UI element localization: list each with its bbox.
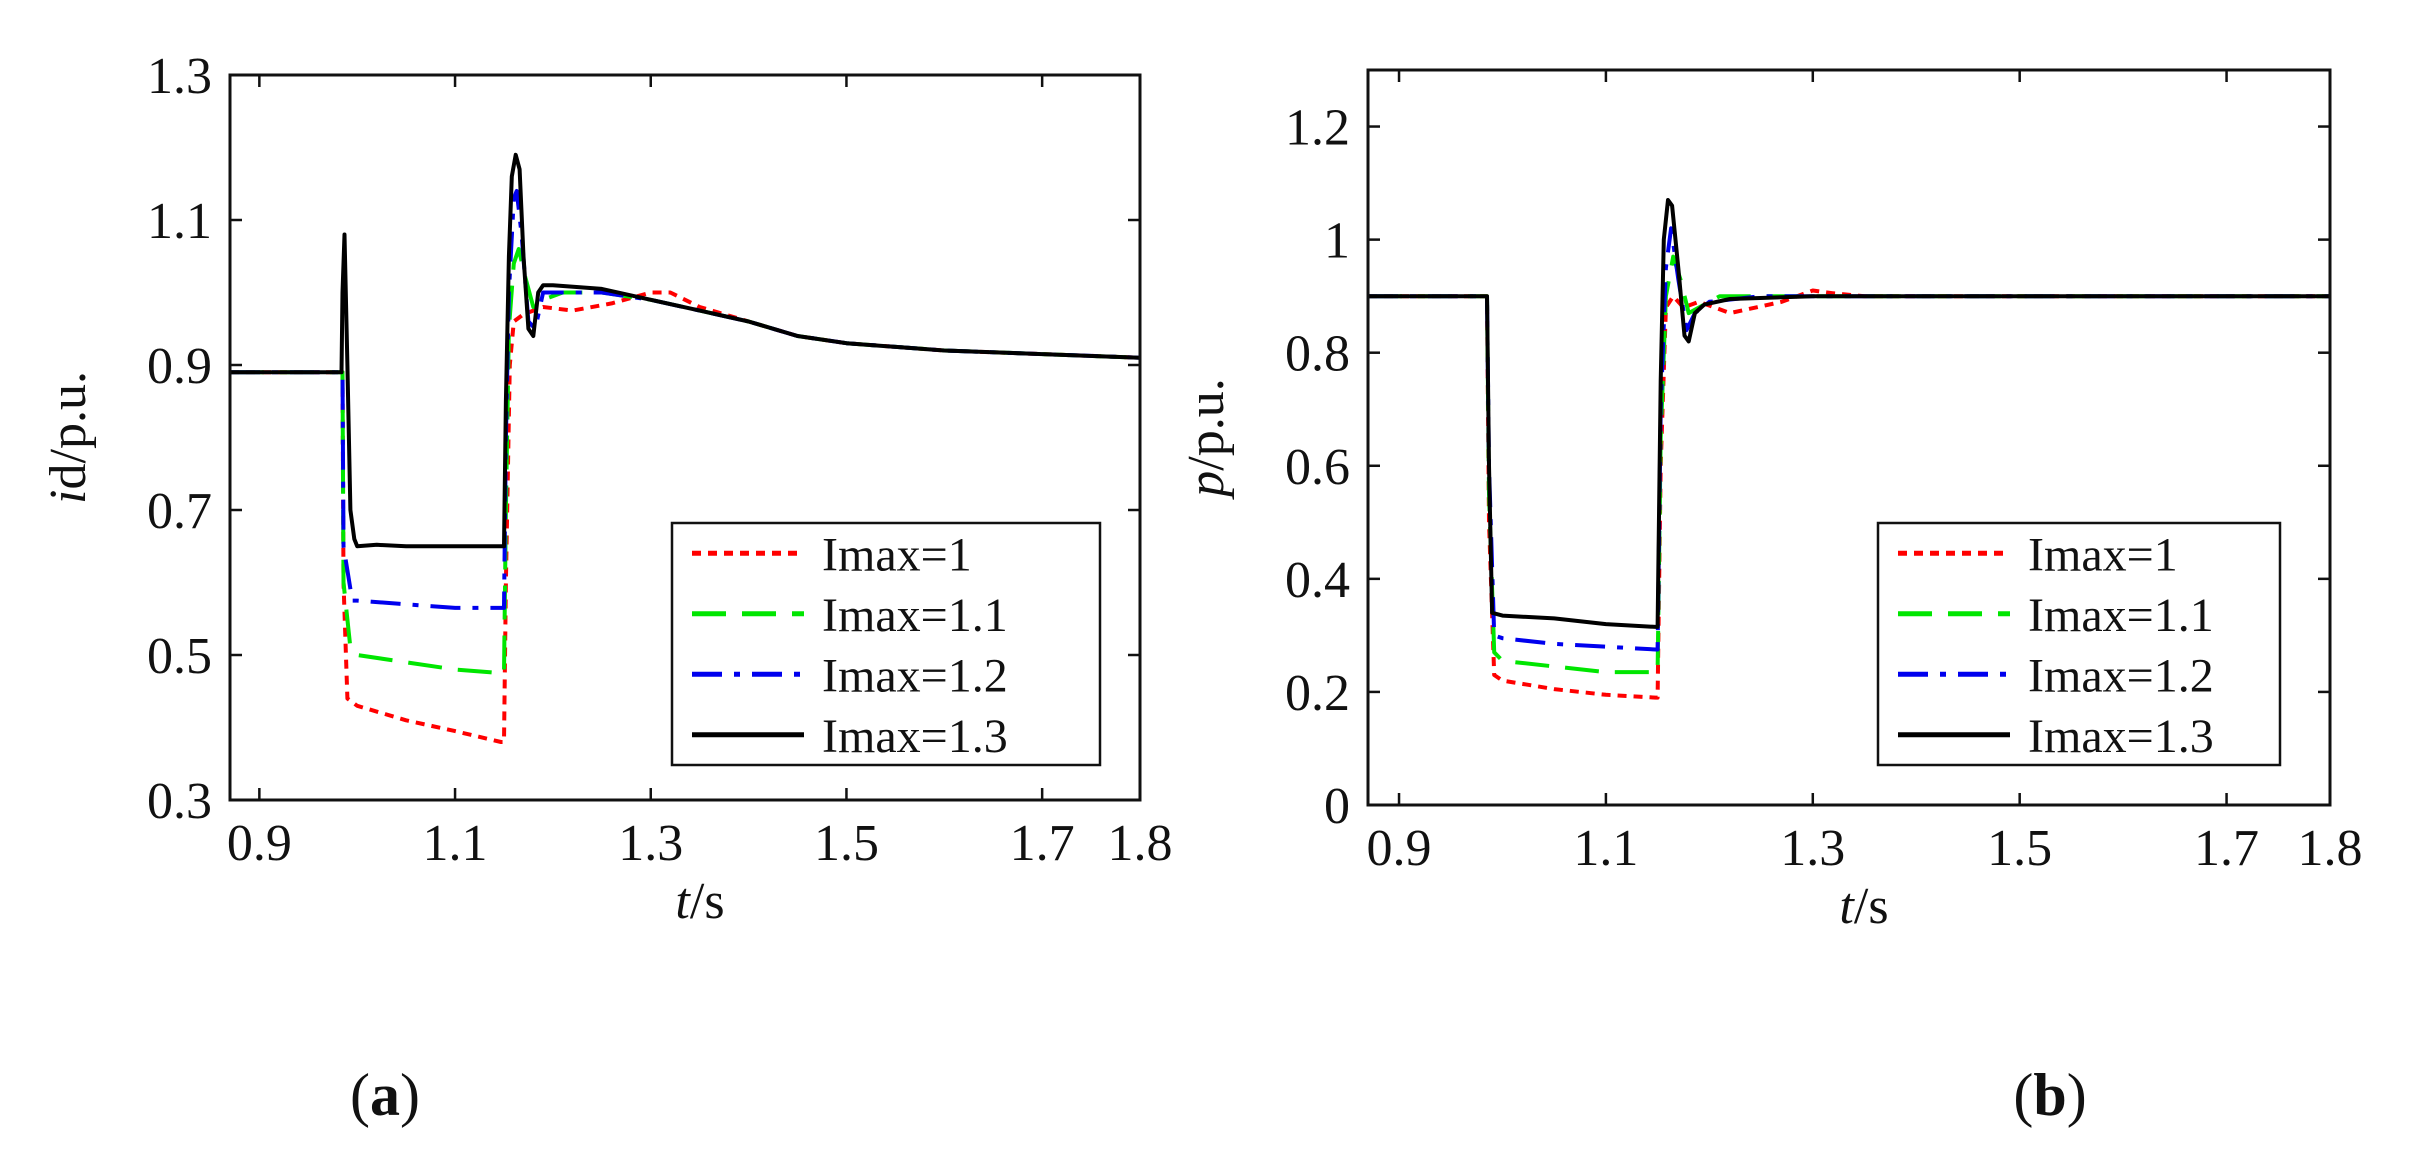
legend-label: Imax=1.2 [822, 649, 1008, 702]
y-axis-label-unit: /p.u. [1178, 378, 1235, 470]
panel-letter: b [2033, 1062, 2066, 1128]
x-axis-label: t/s [675, 873, 724, 930]
legend-label: Imax=1.2 [2028, 649, 2214, 702]
x-tick-label: 1.1 [423, 815, 488, 872]
series-line-4 [230, 152, 1140, 549]
y-tick-label: 1.2 [1285, 100, 1350, 157]
x-axis-label: t/s [1839, 878, 1888, 935]
y-axis-label-unit: /p.u. [40, 371, 97, 463]
x-axis-label-unit: /s [690, 873, 725, 930]
x-tick-label: 1.5 [814, 815, 879, 872]
series-line-1 [1368, 288, 2330, 700]
x-tick-label: 1.1 [1573, 820, 1638, 877]
y-axis-label-subscript: d [40, 464, 97, 490]
legend-label: Imax=1 [822, 528, 972, 581]
legend-label: Imax=1.1 [822, 589, 1008, 642]
legend: Imax=1 Imax=1.1 Imax=1.2 Imax=1.3 [670, 521, 1102, 767]
panel-label: (a) [350, 1062, 420, 1128]
y-tick-label: 0.7 [147, 483, 212, 540]
panel-letter: a [370, 1062, 400, 1128]
legend-label: Imax=1.1 [2028, 589, 2214, 642]
legend-label: Imax=1.3 [822, 710, 1008, 763]
legend: Imax=1 Imax=1.1 Imax=1.2 Imax=1.3 [1876, 521, 2282, 767]
legend-label: Imax=1 [2028, 528, 2178, 581]
x-tick-label: 1.3 [1780, 820, 1845, 877]
x-axis-label-unit: /s [1854, 878, 1889, 935]
x-tick-label: 1.8 [1108, 815, 1173, 872]
x-tick-label: 1.8 [2298, 820, 2363, 877]
panel-label: (b) [2013, 1062, 2086, 1128]
x-tick-label: 1.3 [618, 815, 683, 872]
y-tick-label: 0.4 [1285, 552, 1350, 609]
x-axis-label-variable: t [1839, 878, 1855, 935]
y-tick-label: 0.8 [1285, 326, 1350, 383]
x-tick-label: 0.9 [1367, 820, 1432, 877]
legend-box [1876, 521, 2282, 767]
y-tick-label: 0.5 [147, 628, 212, 685]
x-axis-label-variable: t [675, 873, 691, 930]
x-tick-label: 1.7 [1010, 815, 1075, 872]
y-tick-label: 0.3 [147, 773, 212, 830]
legend-box [670, 521, 1102, 767]
y-tick-label: 0 [1324, 778, 1350, 835]
legend-label: Imax=1.3 [2028, 710, 2214, 763]
y-tick-label: 0.6 [1285, 439, 1350, 496]
chart-panel-b: 0.9 1.1 1.3 1.5 1.7 1.800.20.40.60.811.2t/sp/… [1178, 68, 2363, 1128]
y-tick-label: 0.2 [1285, 665, 1350, 722]
y-tick-label: 1 [1324, 213, 1350, 270]
plot-frame [1366, 68, 2332, 807]
y-tick-label: 0.9 [147, 338, 212, 395]
x-tick-label: 1.7 [2194, 820, 2259, 877]
chart-panel-a: 0.9 1.1 1.3 1.5 1.7 1.80.30.50.70.91.11.3t/si… [40, 48, 1173, 1128]
series-line-4 [1368, 198, 2330, 629]
series-line-2 [230, 247, 1140, 676]
y-tick-label: 1.3 [147, 48, 212, 105]
y-axis-label-variable: i [40, 490, 97, 504]
y-tick-label: 1.1 [147, 193, 212, 250]
x-tick-label: 1.5 [1987, 820, 2052, 877]
plot-frame [228, 73, 1142, 802]
y-axis-label: id/p.u. [40, 371, 97, 504]
y-axis-label: p/p.u. [1178, 378, 1235, 500]
y-axis-label-variable: p [1178, 471, 1235, 501]
x-tick-label: 0.9 [227, 815, 292, 872]
